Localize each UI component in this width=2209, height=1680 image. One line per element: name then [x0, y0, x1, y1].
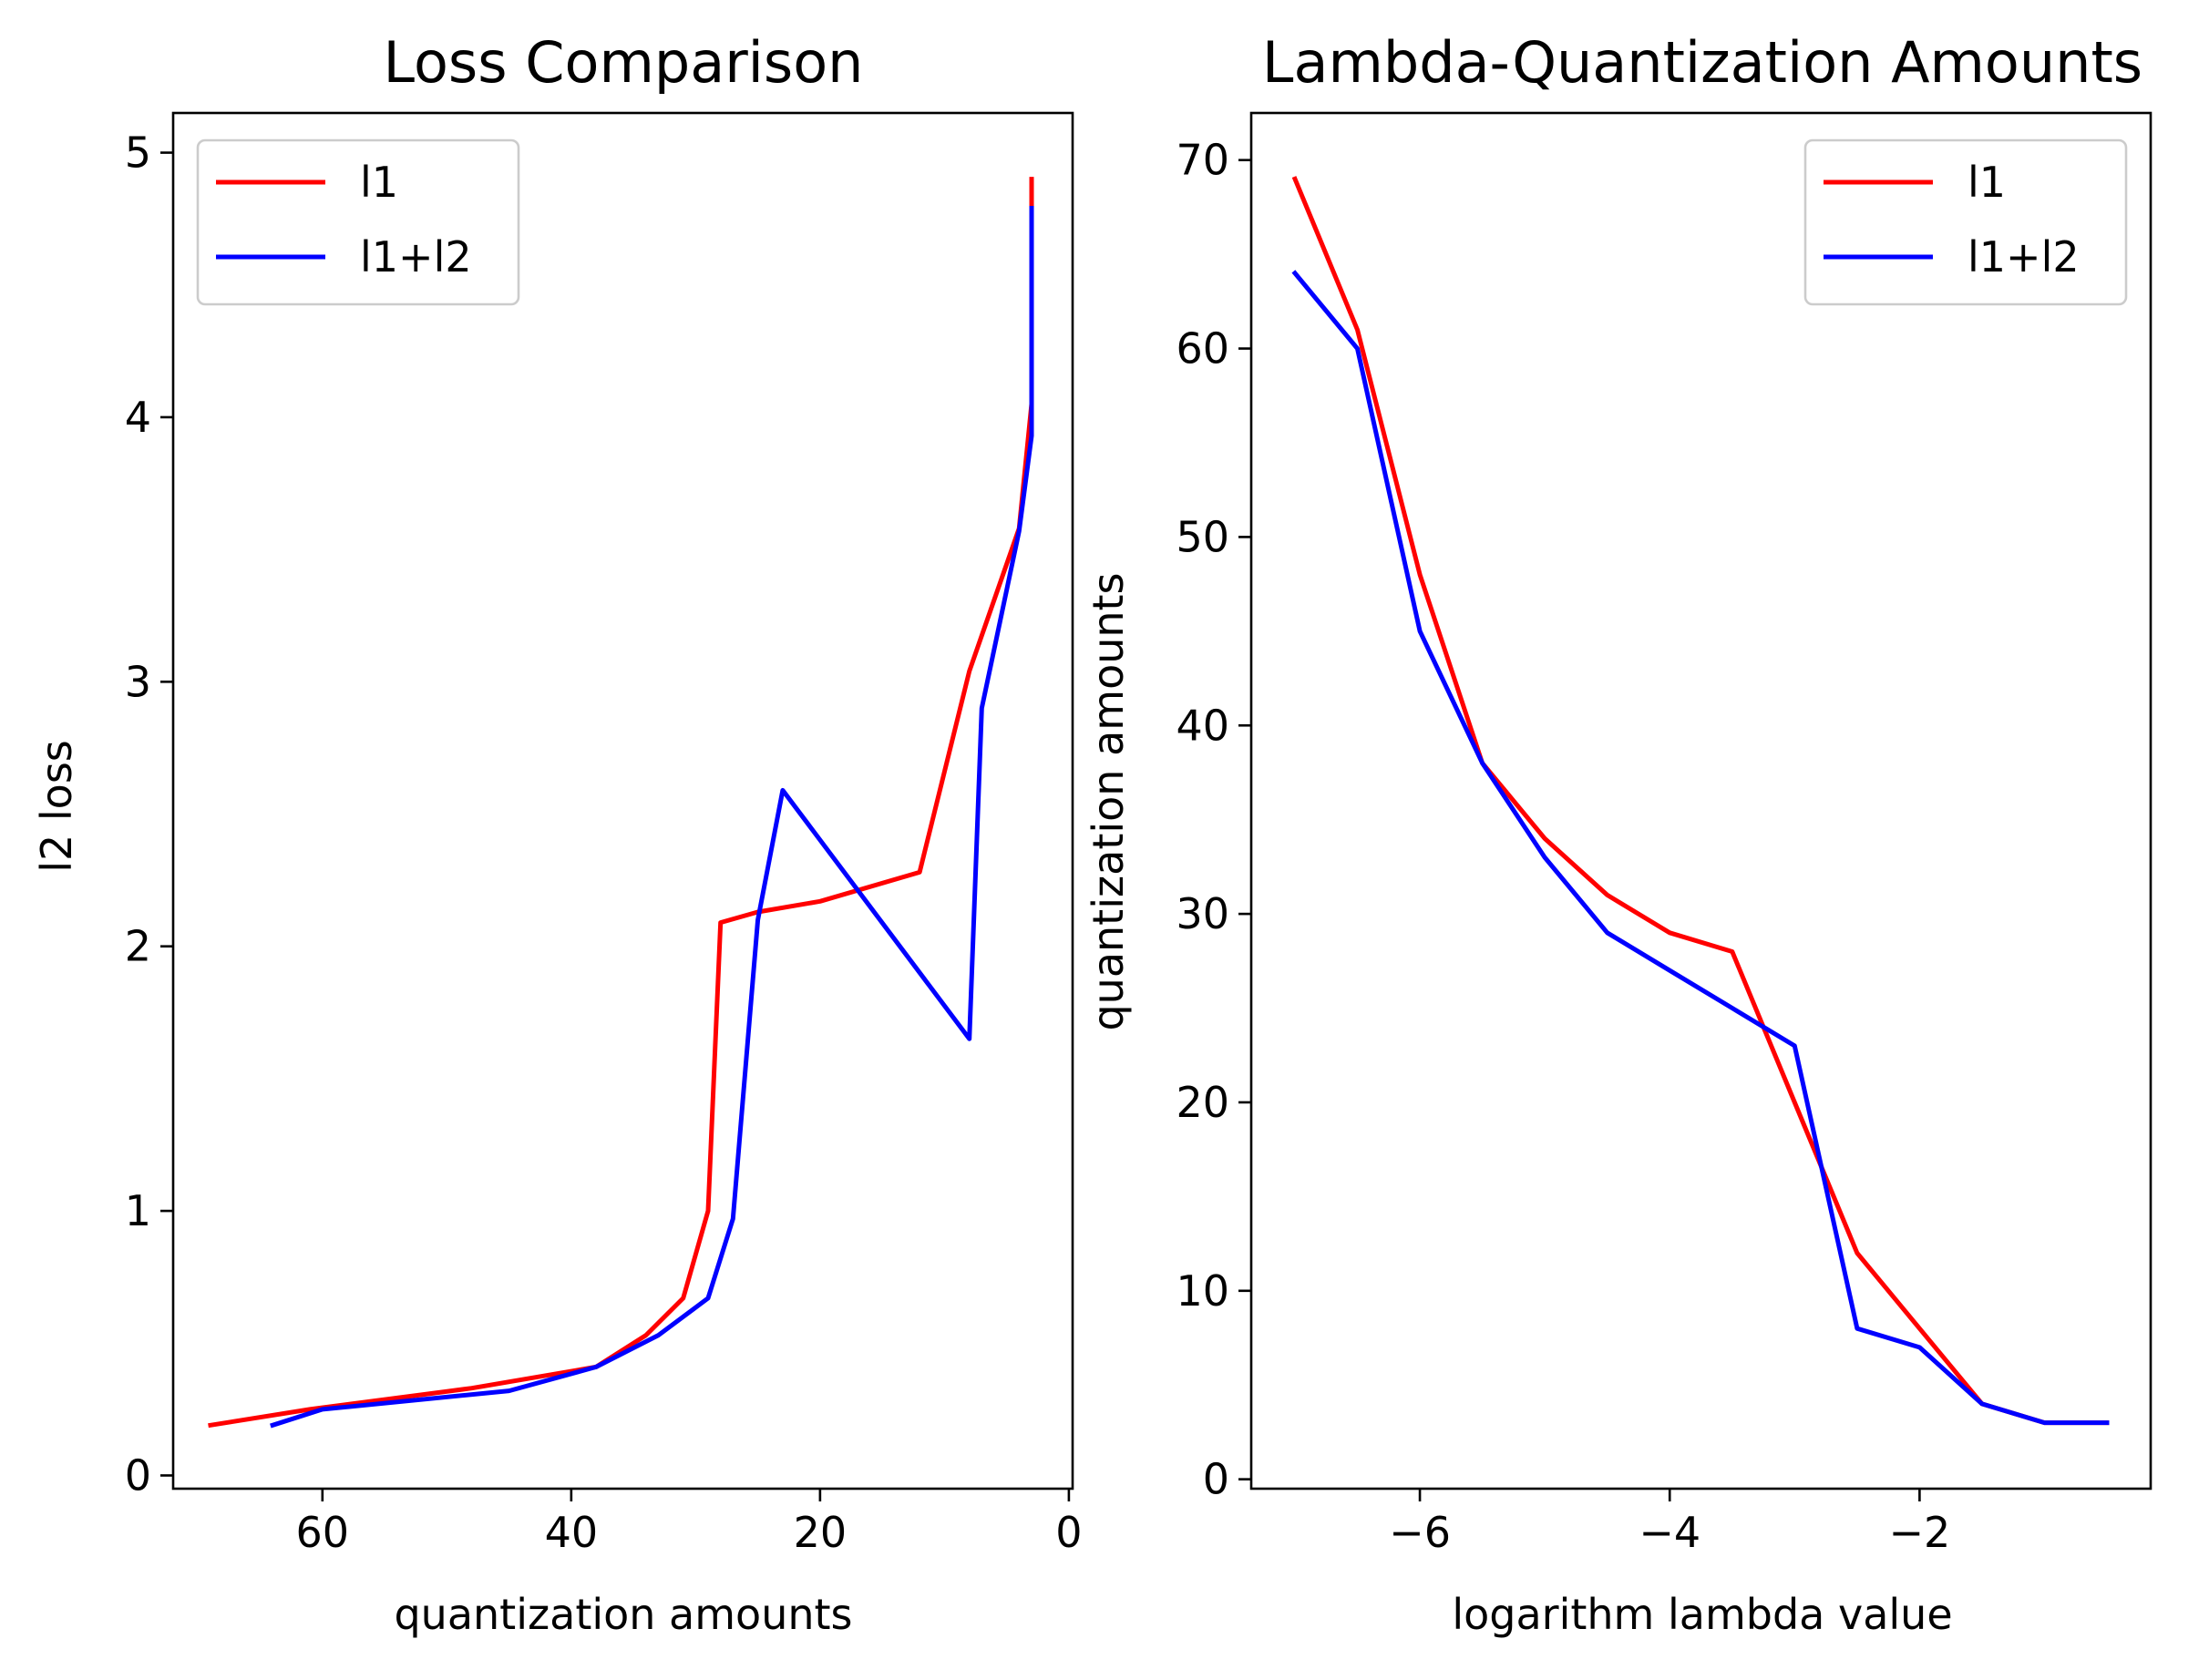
lambda-quantization-ylabel: quantization amounts	[1084, 572, 1133, 1030]
loss-comparison-ytick-label: 4	[125, 393, 151, 442]
lambda-quantization-legend-label-l1-l2: l1+l2	[1968, 232, 2080, 282]
lambda-quantization-ytick-label: 50	[1176, 512, 1229, 561]
loss-comparison-ytick-label: 0	[125, 1450, 151, 1500]
lambda-quantization-xtick-label: −6	[1389, 1508, 1451, 1557]
lambda-quantization-series-l1-l2-line	[1291, 270, 2110, 1426]
loss-comparison-axes-frame	[171, 111, 1074, 1490]
loss-comparison-lines	[208, 177, 1034, 1429]
loss-comparison-xlabel: quantization amounts	[394, 1590, 852, 1639]
lambda-quantization-lines	[1291, 176, 2110, 1426]
lambda-quantization-xlabel: logarithm lambda value	[1452, 1590, 1952, 1639]
lambda-quantization-axes-frame	[1249, 111, 2152, 1490]
loss-comparison-series-l1-l2-line	[270, 206, 1034, 1429]
lambda-quantization-series-l1-line	[1291, 176, 2110, 1426]
loss-comparison-legend: l1 l1+l2	[196, 138, 520, 306]
loss-comparison-title: Loss Comparison	[384, 29, 864, 96]
lambda-quantization-title: Lambda-Quantization Amounts	[1262, 29, 2142, 96]
lambda-quantization-legend-label-l1: l1	[1968, 158, 2006, 207]
loss-comparison-series-l1-line	[208, 177, 1034, 1429]
loss-comparison-xtick-label: 20	[794, 1508, 848, 1557]
loss-comparison-ytick-label: 5	[125, 128, 151, 178]
loss-comparison-ticks: 60 40 20 0 0 1 2 3 4 5	[125, 128, 1083, 1557]
lambda-quantization-panel: Lambda-Quantization Amounts logarithm la…	[1084, 29, 2152, 1639]
lambda-quantization-ytick-label: 0	[1203, 1455, 1229, 1504]
lambda-quantization-ytick-label: 10	[1176, 1266, 1229, 1316]
lambda-quantization-ytick-label: 60	[1176, 324, 1229, 374]
lambda-quantization-ticks: −6 −4 −2 0 10 20 30 40 50 60 70	[1176, 136, 1950, 1557]
loss-comparison-xtick-label: 40	[545, 1508, 599, 1557]
lambda-quantization-legend: l1 l1+l2	[1803, 138, 2128, 306]
lambda-quantization-xtick-label: −4	[1639, 1508, 1700, 1557]
loss-comparison-ytick-label: 3	[125, 657, 151, 706]
lambda-quantization-ytick-label: 40	[1176, 701, 1229, 750]
loss-comparison-xtick-label: 60	[296, 1508, 350, 1557]
loss-comparison-xtick-label: 0	[1055, 1508, 1082, 1557]
lambda-quantization-ytick-label: 70	[1176, 136, 1229, 185]
loss-comparison-legend-label-l1-l2: l1+l2	[360, 232, 472, 282]
lambda-quantization-ytick-label: 30	[1176, 889, 1229, 938]
loss-comparison-legend-label-l1: l1	[360, 158, 398, 207]
lambda-quantization-xtick-label: −2	[1888, 1508, 1950, 1557]
loss-comparison-ytick-label: 2	[125, 922, 151, 971]
loss-comparison-ytick-label: 1	[125, 1186, 151, 1235]
lambda-quantization-ytick-label: 20	[1176, 1078, 1229, 1127]
loss-comparison-panel: Loss Comparison quantization amounts l2 …	[32, 29, 1083, 1639]
loss-comparison-ylabel: l2 loss	[32, 740, 81, 873]
